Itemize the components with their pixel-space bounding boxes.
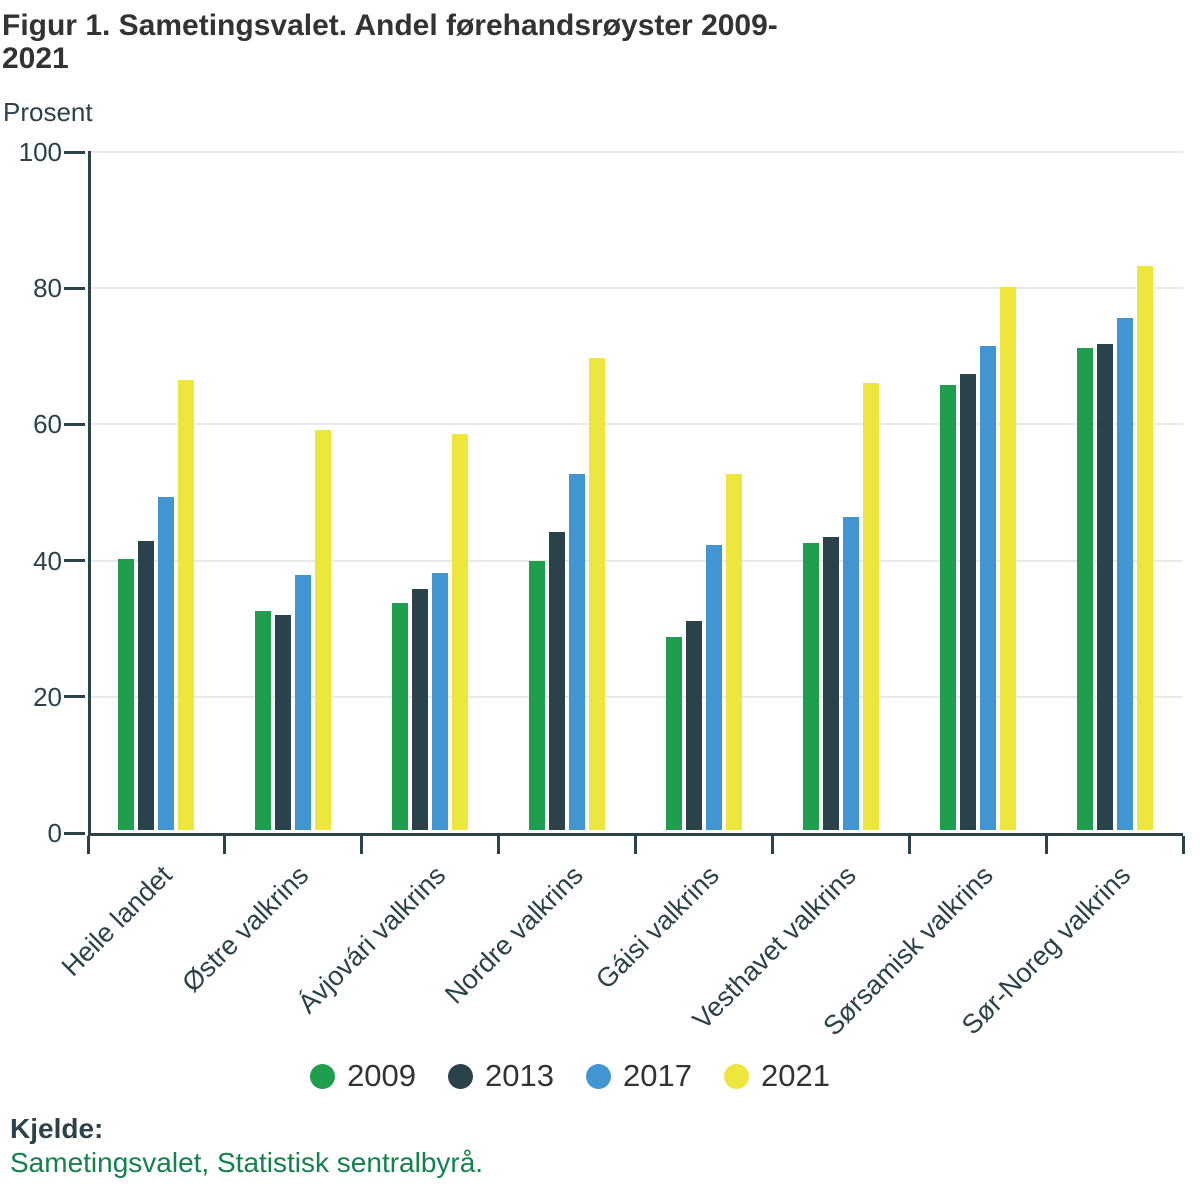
bar-2021 (725, 473, 742, 830)
x-category-label: Nordre valkrins (438, 860, 589, 1010)
bar-2013 (138, 541, 155, 830)
bar-2021 (1136, 266, 1153, 830)
bar-2013 (549, 531, 566, 830)
bar-group-4 (499, 152, 636, 830)
y-tick-40 (64, 559, 85, 563)
y-tick-label-40: 40 (33, 545, 62, 576)
x-tick-8 (1181, 836, 1185, 854)
legend-label: 2017 (623, 1058, 692, 1093)
bar-2013 (275, 614, 292, 830)
bar-2021 (589, 358, 606, 830)
plot-area: 0 20 40 60 80 100 Heile landet Østre valkrins Áv… (19, 137, 1185, 1041)
x-tick-5 (770, 836, 774, 854)
bar-2017 (979, 345, 996, 830)
bar-2013 (822, 536, 839, 830)
gridline-80 (91, 287, 1183, 290)
x-category-label: Heile landet (55, 860, 178, 983)
x-tick-4 (634, 836, 637, 854)
bar-2021 (862, 382, 879, 830)
bar-group-3 (362, 152, 499, 830)
source-link[interactable]: Sametingsvalet, Statistisk sentralbyrå. (10, 1147, 484, 1178)
y-axis-title: Prosent (3, 97, 93, 127)
bar-2017 (705, 544, 722, 830)
bar-2017 (295, 574, 312, 830)
bar-2013 (959, 374, 976, 830)
legend: 2009 2013 2017 2021 (0, 1058, 1140, 1094)
y-tick-label-80: 80 (33, 273, 62, 304)
legend-swatch-icon (448, 1063, 474, 1089)
legend-item-2021[interactable]: 2021 (723, 1058, 830, 1094)
bar-group-7 (909, 152, 1046, 830)
bar-2017 (158, 497, 175, 830)
x-tick-0 (86, 836, 90, 854)
x-category-label: Gáisi valkrins (590, 860, 726, 995)
bar-2021 (999, 287, 1016, 830)
x-tick-3 (497, 836, 501, 854)
bar-group-6 (772, 152, 909, 830)
y-tick-label-20: 20 (33, 681, 62, 712)
bar-2017 (432, 573, 449, 830)
gridline-60 (91, 423, 1183, 426)
y-tick-100 (64, 150, 85, 154)
bar-2009 (939, 384, 956, 830)
bar-2013 (412, 588, 429, 830)
source-label: Kjelde: (10, 1113, 104, 1144)
bar-2017 (1116, 317, 1133, 830)
y-tick-label-100: 100 (18, 137, 62, 167)
y-tick-label-60: 60 (33, 409, 62, 440)
bar-2021 (178, 379, 195, 830)
legend-swatch-icon (586, 1063, 611, 1089)
chart-title: Figur 1. Sametingsvalet. Andel førehands… (2, 9, 778, 75)
bar-2009 (802, 543, 819, 830)
x-tick-1 (223, 836, 227, 854)
bar-2021 (315, 429, 332, 830)
bar-2009 (392, 603, 409, 830)
legend-item-2017[interactable]: 2017 (586, 1058, 692, 1094)
y-axis-line (88, 151, 91, 836)
source-block: Kjelde: Sametingsvalet, Statistisk sentr… (10, 1112, 483, 1180)
gridline-100 (91, 151, 1183, 153)
bar-2021 (452, 433, 469, 830)
bar-2017 (842, 516, 859, 830)
legend-item-2013[interactable]: 2013 (448, 1058, 554, 1094)
chart-title-line2: 2021 (2, 42, 69, 75)
bar-2013 (1096, 343, 1113, 830)
bar-group-5 (636, 152, 773, 830)
bar-group-1 (88, 152, 225, 830)
x-tick-7 (1044, 836, 1048, 854)
bar-2009 (118, 558, 135, 830)
bar-group-2 (225, 152, 362, 830)
chart-title-line1: Figur 1. Sametingsvalet. Andel førehands… (2, 9, 778, 42)
gridline-40 (91, 559, 1183, 562)
x-tick-6 (907, 836, 911, 854)
legend-label: 2009 (347, 1058, 417, 1093)
bar-2017 (569, 473, 586, 830)
legend-label: 2013 (485, 1058, 554, 1093)
x-category-label: Østre valkrins (176, 860, 315, 998)
legend-label: 2021 (760, 1058, 830, 1093)
bar-2009 (665, 636, 682, 830)
x-axis-line (88, 833, 1183, 836)
bar-2013 (685, 620, 702, 830)
y-tick-80 (64, 286, 85, 290)
bar-2009 (1076, 347, 1093, 830)
legend-swatch-icon (723, 1063, 749, 1089)
x-tick-2 (360, 836, 364, 854)
bar-2009 (529, 561, 546, 830)
bar-group-8 (1046, 152, 1183, 830)
x-category-label: Ávjovári valkrins (292, 860, 452, 1020)
gridline-20 (91, 695, 1183, 698)
bar-2009 (255, 610, 272, 830)
legend-item-2009[interactable]: 2009 (310, 1058, 416, 1094)
y-tick-0 (64, 831, 85, 835)
y-tick-60 (64, 422, 85, 426)
y-tick-20 (64, 695, 85, 699)
y-tick-label-0: 0 (47, 818, 62, 848)
legend-swatch-icon (310, 1063, 336, 1089)
